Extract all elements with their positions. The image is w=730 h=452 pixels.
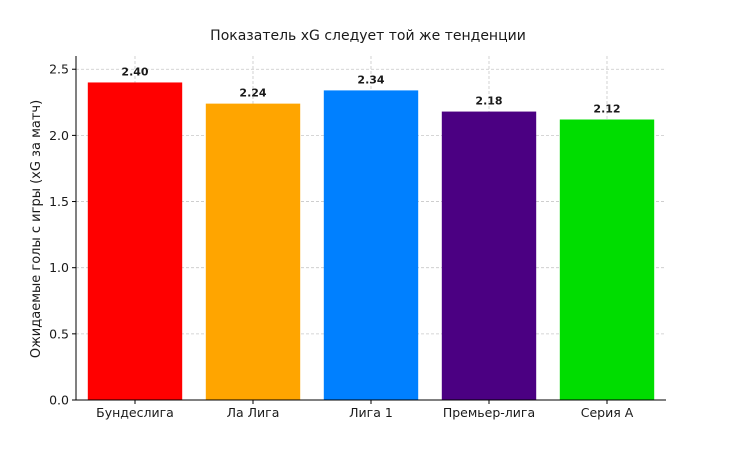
bar-5 (559, 119, 655, 400)
x-tick-label: Серия А (581, 405, 634, 420)
bars-layer (87, 82, 655, 401)
data-label: 2.18 (475, 95, 502, 108)
bar-4 (441, 111, 537, 401)
y-tick-label: 2.5 (49, 62, 69, 77)
x-tick-label: Бундеслига (96, 405, 174, 420)
y-tick-labels: 0.0 0.5 1.0 1.5 2.0 2.5 (49, 62, 69, 408)
data-label: 2.40 (121, 65, 148, 78)
chart-title: Показатель xG следует той же тенденции (210, 28, 526, 44)
y-tick-label: 1.5 (49, 194, 69, 209)
y-tick-label: 0.0 (49, 393, 69, 408)
bar-3 (323, 90, 419, 401)
y-tick-label: 0.5 (49, 326, 69, 341)
bar-1 (87, 82, 183, 400)
data-labels-layer: 2.40 2.24 2.34 2.18 2.12 (121, 65, 620, 115)
y-tick-label: 1.0 (49, 260, 69, 275)
data-label: 2.34 (357, 73, 384, 86)
x-tick-labels: Бундеслига Ла Лига Лига 1 Премьер-лига Серия… (96, 405, 634, 420)
data-label: 2.24 (239, 87, 266, 100)
x-tick-label: Ла Лига (227, 405, 280, 420)
axes-layer (72, 56, 666, 404)
y-axis-label: Ожидаемые голы с игры (xG за матч) (29, 100, 44, 358)
data-label: 2.12 (593, 103, 620, 116)
x-tick-label: Премьер-лига (443, 405, 535, 420)
bar-2 (205, 103, 301, 400)
x-tick-label: Лига 1 (349, 405, 393, 420)
y-tick-label: 2.0 (49, 128, 69, 143)
